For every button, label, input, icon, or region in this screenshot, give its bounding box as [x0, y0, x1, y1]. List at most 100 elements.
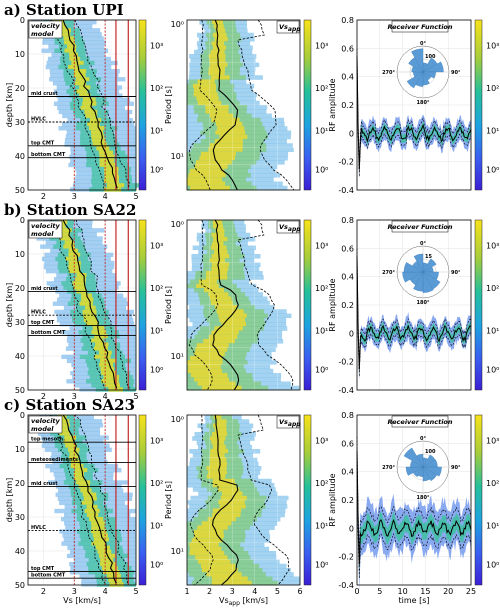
- colorbar: [474, 219, 483, 391]
- rose-wedge: [402, 271, 424, 283]
- y-tick-label: 0.8: [341, 411, 354, 420]
- rose-radial-label: 15: [425, 254, 432, 260]
- heatmap-cell: [210, 449, 229, 454]
- y-tick-label: 10⁰: [171, 415, 184, 424]
- heatmap-cell: [99, 362, 113, 368]
- heatmap-cell: [80, 105, 93, 111]
- heatmap-cell: [86, 512, 99, 518]
- y-tick-label: 0.8: [341, 216, 354, 225]
- heatmap-cell: [90, 130, 104, 135]
- heatmap-cell: [211, 117, 240, 123]
- station-title: c) Station SA23: [4, 396, 135, 414]
- percentile-line: [50, 19, 105, 189]
- heatmap-cell: [196, 283, 219, 289]
- heatmap-cell: [74, 68, 87, 74]
- heatmap-cell: [212, 220, 223, 225]
- y-tick-label: 50: [15, 386, 25, 395]
- median-dispersion-line: [212, 19, 239, 191]
- x-tick-label: 2: [41, 587, 46, 596]
- heatmap-cell: [83, 496, 97, 501]
- panel-label-box: [28, 220, 63, 239]
- rose-angle-label: 90°: [451, 70, 461, 76]
- colorbar-tick-label: 10⁰: [150, 166, 163, 175]
- heatmap-cell: [209, 113, 234, 119]
- panel-frame: [27, 19, 137, 191]
- colorbar: [303, 414, 312, 586]
- heatmap-cell: [220, 495, 247, 501]
- heatmap-cell: [208, 292, 229, 297]
- heatmap-cell: [75, 77, 90, 82]
- heatmap-cell: [63, 244, 75, 249]
- heatmap-cell: [101, 370, 117, 376]
- dispersion-bound-line: [188, 219, 219, 391]
- heatmap-cell: [59, 32, 71, 37]
- colorbar-tick-label: 10⁰: [486, 166, 499, 175]
- heatmap-cell: [69, 455, 79, 461]
- heatmap-cell: [69, 56, 81, 62]
- heatmap-cell: [73, 73, 86, 78]
- heatmap-cell: [89, 126, 105, 131]
- y-tick-label: 0: [20, 16, 25, 25]
- y-axis-label: RF amplitude: [328, 278, 337, 331]
- heatmap-cell: [68, 252, 81, 258]
- y-tick-label: -0.2: [338, 158, 354, 167]
- y-tick-label: 0.4: [341, 73, 354, 82]
- y-axis-label: RF amplitude: [328, 78, 337, 131]
- rose-wedge: [422, 71, 436, 79]
- heatmap-cell: [206, 466, 227, 471]
- heatmap-cell: [205, 275, 228, 280]
- heatmap-cell: [99, 162, 116, 168]
- heatmap-cell: [215, 130, 246, 136]
- rose-wedge: [416, 453, 424, 468]
- colorbar-tick-label: 10²: [315, 84, 328, 93]
- x-tick-label: 3: [230, 587, 235, 596]
- heatmap-cell: [60, 28, 71, 33]
- heatmap-cell: [74, 468, 88, 473]
- x-tick-label: 4: [103, 587, 108, 596]
- y-axis-label: Period [s]: [164, 86, 173, 124]
- heatmap-cell: [75, 277, 86, 282]
- heatmap-cell: [190, 185, 230, 191]
- interface-label: mid crust: [31, 481, 58, 487]
- rf-bound-line: [356, 262, 472, 377]
- y-tick-label: 40: [15, 547, 25, 556]
- heatmap-cell: [209, 296, 232, 302]
- heatmap-cell: [215, 28, 226, 34]
- rose-wedge: [422, 258, 437, 273]
- x-tick-label: 0: [354, 587, 359, 596]
- panel-label-box: [28, 20, 63, 39]
- colorbar-tick-label: 10²: [486, 479, 499, 488]
- y-tick-label: 0.2: [341, 101, 354, 110]
- heatmap-cell: [209, 258, 225, 263]
- heatmap-cell: [99, 350, 112, 355]
- heatmap-cell: [93, 537, 109, 542]
- y-tick-label: 10⁰: [171, 220, 184, 229]
- y-tick-label: 0.4: [341, 468, 354, 477]
- heatmap-cell: [209, 58, 226, 63]
- heatmap-cell: [75, 81, 87, 86]
- panel-label: model: [31, 30, 54, 38]
- colorbar-tick-label: 10³: [150, 437, 163, 446]
- heatmap-cell: [69, 52, 78, 58]
- heatmap-cell: [197, 559, 231, 565]
- heatmap-cell: [59, 236, 71, 241]
- x-tick-label: 1: [184, 587, 189, 596]
- y-tick-label: 20: [15, 84, 25, 93]
- heatmap-cell: [188, 173, 226, 178]
- heatmap-cell: [208, 54, 226, 59]
- heatmap-cell: [64, 435, 77, 440]
- heatmap-cell: [219, 134, 248, 140]
- heatmap-cell: [212, 444, 226, 450]
- heatmap-cell: [104, 170, 119, 176]
- colorbar-tick-label: 10²: [150, 84, 163, 93]
- x-tick-label: 25: [466, 587, 476, 596]
- median-dispersion-line: [212, 219, 240, 391]
- rose-wedge: [403, 262, 424, 273]
- colorbar-tick-label: 10¹: [486, 522, 499, 531]
- heatmap-cell: [194, 164, 228, 170]
- rose-wedge: [405, 466, 424, 476]
- colorbar-tick-label: 10³: [486, 437, 499, 446]
- heatmap-cell: [187, 360, 223, 365]
- heatmap-cell: [82, 492, 97, 497]
- heatmap-cell: [94, 354, 111, 360]
